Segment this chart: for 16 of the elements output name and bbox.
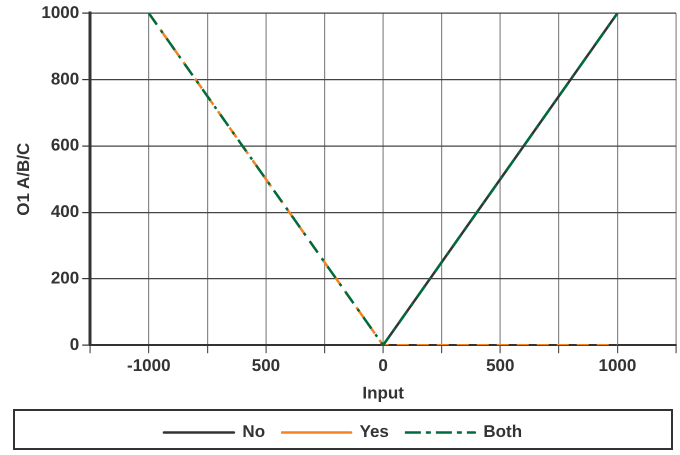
y-tick-label: 0 — [70, 334, 80, 354]
y-tick-label: 200 — [50, 268, 80, 288]
y-tick-label: 1000 — [41, 2, 80, 22]
x-tick-label: -1000 — [127, 356, 171, 376]
legend-label: Yes — [360, 422, 389, 442]
x-tick-label: 0 — [378, 356, 388, 376]
x-tick-label: 500 — [252, 356, 280, 376]
y-tick-label: 600 — [50, 136, 80, 155]
y-tick-label: 400 — [50, 202, 80, 222]
legend-label: Both — [483, 422, 522, 442]
x-tick-label: 500 — [486, 356, 514, 376]
legend-label: No — [242, 422, 266, 442]
y-tick-label: 800 — [50, 69, 80, 88]
x-tick-label: 1000 — [598, 356, 636, 376]
y-axis-title: O1 A/B/C — [14, 142, 33, 216]
x-axis-title: Input — [362, 383, 404, 402]
